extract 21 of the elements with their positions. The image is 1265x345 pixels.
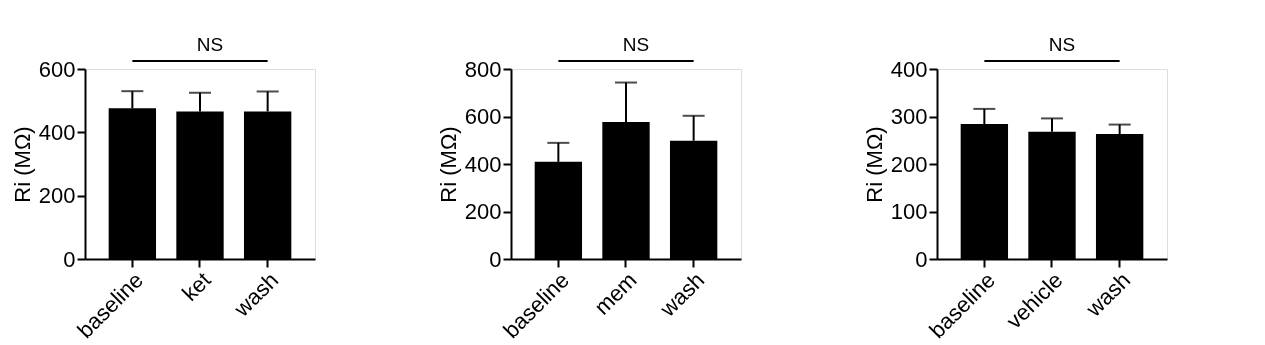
y-tick-label: 0 bbox=[63, 246, 76, 272]
y-tick-label: 400 bbox=[890, 56, 928, 82]
y-tick-label: 300 bbox=[890, 104, 928, 129]
y-tick-label: 100 bbox=[890, 199, 928, 224]
y-tick-label: 400 bbox=[464, 151, 502, 177]
y-tick-label: 200 bbox=[38, 183, 76, 209]
text: NS bbox=[622, 34, 650, 55]
y-tick-label: 200 bbox=[890, 151, 928, 177]
y-axis-title: Ri (MΩ) bbox=[435, 126, 461, 203]
y-tick-label: 0 bbox=[915, 246, 928, 272]
text: NS bbox=[196, 34, 224, 55]
y-tick-label: 600 bbox=[38, 56, 76, 82]
y-tick-label: 600 bbox=[464, 104, 502, 129]
y-axis-title: Ri (MΩ) bbox=[9, 126, 35, 203]
y-tick-label: 200 bbox=[464, 199, 502, 224]
y-axis-title: Ri (MΩ) bbox=[861, 126, 887, 203]
text: NS bbox=[1048, 34, 1076, 55]
y-tick-label: 400 bbox=[38, 119, 76, 145]
y-tick-label: 0 bbox=[489, 246, 502, 272]
y-tick-label: 800 bbox=[464, 56, 502, 82]
x-tick-label: ket bbox=[177, 267, 216, 306]
